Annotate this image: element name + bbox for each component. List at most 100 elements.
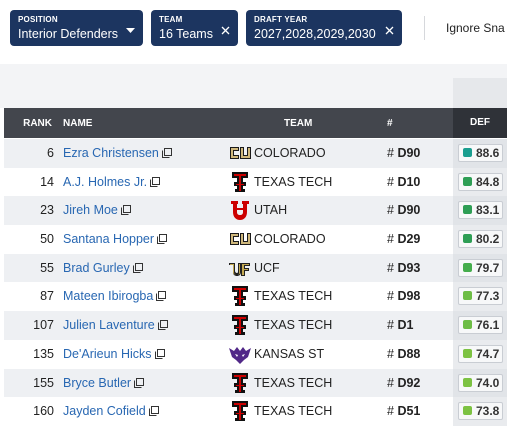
- grade-badge: 74.7: [458, 344, 503, 363]
- def-cell: 83.1: [453, 196, 507, 226]
- grade-value: 74.7: [476, 346, 500, 361]
- grade-value: 83.1: [476, 203, 500, 218]
- def-cell: 74.0: [453, 368, 507, 398]
- table-row[interactable]: 135 De'Arieun Hicks KANSAS ST # D88 74.7: [4, 339, 507, 369]
- player-link[interactable]: Brad Gurley: [63, 260, 130, 275]
- position-filter[interactable]: POSITION Interior Defenders: [10, 10, 143, 46]
- player-link[interactable]: A.J. Holmes Jr.: [63, 174, 148, 189]
- copy-icon: [156, 291, 166, 301]
- table-row[interactable]: 6 Ezra Christensen COLORADO # D90 88.6: [4, 139, 507, 168]
- player-link[interactable]: Jireh Moe: [63, 203, 118, 218]
- rank: 135: [33, 346, 54, 361]
- column-header[interactable]: TEAM: [284, 118, 313, 129]
- def-cell: 73.8: [453, 397, 507, 426]
- def-cell: 79.7: [453, 253, 507, 283]
- number-symbol: #: [387, 375, 394, 390]
- team-filter[interactable]: TEAM 16 Teams: [151, 10, 238, 46]
- jersey-number: # D98: [387, 289, 420, 303]
- player-name[interactable]: Mateen Ibirogba: [63, 289, 166, 303]
- player-link[interactable]: Ezra Christensen: [63, 146, 159, 160]
- table-row[interactable]: 87 Mateen Ibirogba TEXAS TECH # D98 77.3: [4, 282, 507, 312]
- grade-badge: 83.1: [458, 201, 503, 220]
- filter-value: 16 Teams: [159, 27, 213, 41]
- player-link[interactable]: Mateen Ibirogba: [63, 289, 154, 304]
- clear-icon[interactable]: [385, 26, 394, 35]
- column-header[interactable]: DEF: [453, 108, 507, 138]
- copy-icon: [162, 148, 172, 158]
- copy-icon: [133, 263, 143, 273]
- number-value: D51: [397, 404, 421, 419]
- copy-icon: [149, 406, 159, 416]
- team-logo: [228, 285, 252, 307]
- player-link[interactable]: De'Arieun Hicks: [63, 346, 152, 361]
- grade-swatch: [463, 262, 472, 272]
- def-cell: 88.6: [453, 139, 507, 168]
- table-row[interactable]: 14 A.J. Holmes Jr. TEXAS TECH # D10 84.8: [4, 167, 507, 197]
- filter-label: TEAM: [159, 15, 183, 24]
- grade-value: 88.6: [476, 146, 500, 160]
- table-row[interactable]: 155 Bryce Butler TEXAS TECH # D92 74.0: [4, 368, 507, 398]
- rank: 155: [33, 375, 54, 390]
- team-logo: [228, 228, 252, 250]
- grade-badge: 80.2: [458, 230, 503, 249]
- grade-value: 76.1: [476, 318, 500, 333]
- team-name: COLORADO: [254, 232, 326, 247]
- player-name[interactable]: A.J. Holmes Jr.: [63, 175, 160, 189]
- number-value: D92: [397, 375, 421, 390]
- player-name[interactable]: Jireh Moe: [63, 203, 131, 217]
- team-name: TEXAS TECH: [254, 404, 333, 419]
- grade-badge: 88.6: [458, 144, 503, 162]
- column-header[interactable]: NAME: [63, 118, 93, 129]
- rank: 87: [40, 289, 54, 304]
- player-name[interactable]: Brad Gurley: [63, 261, 143, 275]
- table-row[interactable]: 23 Jireh Moe UTAH # D90 83.1: [4, 196, 507, 226]
- copy-icon: [158, 320, 168, 330]
- table-row[interactable]: 55 Brad Gurley UCF # D93 79.7: [4, 253, 507, 283]
- ignore-snaps-toggle[interactable]: Ignore Sna: [446, 21, 505, 35]
- player-link[interactable]: Jayden Cofield: [63, 404, 146, 419]
- player-name[interactable]: Jayden Cofield: [63, 404, 159, 418]
- player-name[interactable]: Julien Laventure: [63, 318, 168, 332]
- grade-swatch: [463, 377, 472, 387]
- team-logo: [228, 142, 252, 164]
- def-cell: 77.3: [453, 282, 507, 312]
- grade-swatch: [463, 205, 472, 215]
- grade-swatch: [463, 320, 472, 330]
- jersey-number: # D10: [387, 175, 420, 189]
- def-cell: 76.1: [453, 311, 507, 340]
- draft-year-filter[interactable]: DRAFT YEAR 2027,2028,2029,2030: [246, 10, 402, 46]
- rank: 50: [40, 232, 54, 247]
- rank: 14: [40, 174, 54, 189]
- jersey-number: # D90: [387, 203, 420, 217]
- player-link[interactable]: Santana Hopper: [63, 232, 155, 247]
- clear-icon[interactable]: [221, 26, 230, 35]
- jersey-number: # D90: [387, 146, 420, 160]
- player-link[interactable]: Julien Laventure: [63, 318, 155, 333]
- number-value: D10: [397, 174, 421, 189]
- player-name[interactable]: Bryce Butler: [63, 376, 144, 390]
- jersey-number: # D92: [387, 376, 420, 390]
- number-symbol: #: [387, 260, 394, 275]
- table-row[interactable]: 160 Jayden Cofield TEXAS TECH # D51 73.8: [4, 397, 507, 426]
- grade-swatch: [463, 291, 472, 301]
- grade-badge: 77.3: [458, 287, 503, 306]
- rank: 160: [33, 404, 54, 419]
- grade-swatch: [463, 148, 472, 157]
- filter-value: 2027,2028,2029,2030: [254, 27, 376, 41]
- player-link[interactable]: Bryce Butler: [63, 375, 132, 390]
- column-header[interactable]: RANK: [23, 118, 52, 129]
- dropdown-caret: [126, 28, 135, 33]
- grade-value: 73.8: [476, 404, 500, 419]
- table-row[interactable]: 50 Santana Hopper COLORADO # D29 80.2: [4, 225, 507, 254]
- player-name[interactable]: Santana Hopper: [63, 232, 167, 246]
- column-header[interactable]: #: [387, 118, 393, 129]
- grade-value: 84.8: [476, 174, 500, 189]
- grade-badge: 84.8: [458, 172, 503, 191]
- number-value: D93: [397, 260, 421, 275]
- table-row[interactable]: 107 Julien Laventure TEXAS TECH # D1 76.1: [4, 311, 507, 340]
- player-name[interactable]: De'Arieun Hicks: [63, 347, 165, 361]
- player-name[interactable]: Ezra Christensen: [63, 146, 172, 160]
- copy-icon: [157, 234, 167, 244]
- grade-badge: 76.1: [458, 316, 503, 335]
